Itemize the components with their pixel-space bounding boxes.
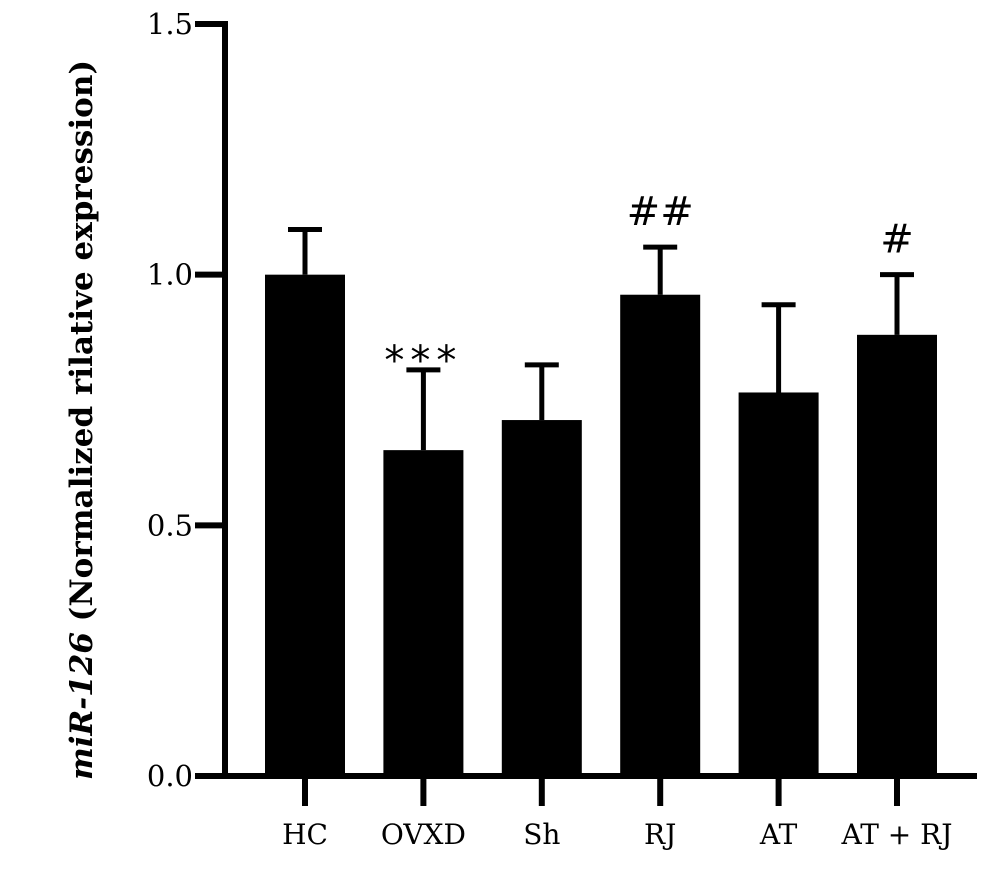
x-tick-label: OVXD (381, 818, 466, 851)
bar (501, 420, 582, 776)
y-axis-tick-labels: 0.0 0.5 1.0 1.5 (147, 7, 193, 793)
error-bars (288, 227, 914, 451)
y-tick-label: 0.5 (147, 508, 193, 542)
bar (265, 274, 345, 776)
y-axis-label: miR-126 (Normalized rilative expression) (64, 60, 100, 780)
svg-text:miR-126 (Normalized rilative e: miR-126 (Normalized rilative expression) (64, 60, 100, 780)
bar (857, 334, 937, 776)
significance-label: # (880, 217, 914, 263)
y-tick-label: 1.5 (147, 7, 193, 41)
significance-label: *** (384, 338, 462, 384)
bar (738, 392, 819, 776)
bar (383, 450, 464, 776)
x-tick-label: HC (282, 818, 328, 851)
y-axis-label-gene: miR-126 (64, 632, 100, 780)
x-tick-label: Sh (523, 818, 560, 851)
y-axis-label-text: (Normalized rilative expression) (64, 60, 100, 632)
significance-annotations: ***### (384, 189, 913, 384)
axes (195, 21, 977, 806)
y-tick-label: 1.0 (147, 258, 193, 292)
x-tick-label: AT (759, 818, 798, 851)
y-tick-label: 0.0 (147, 759, 193, 793)
bar (620, 294, 701, 776)
x-tick-label: AT + RJ (841, 818, 953, 851)
bars (265, 274, 937, 776)
significance-label: ## (627, 189, 694, 235)
x-axis-labels: HC OVXD Sh RJ AT AT + RJ (282, 818, 952, 851)
x-tick-label: RJ (644, 818, 676, 851)
